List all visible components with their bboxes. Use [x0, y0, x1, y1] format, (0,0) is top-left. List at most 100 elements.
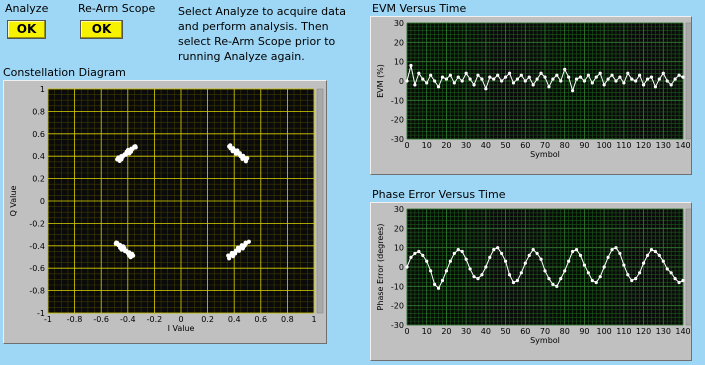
y-tick-label: 0.4 — [32, 152, 45, 161]
series-point — [567, 75, 571, 79]
series-point — [500, 79, 504, 83]
series-point — [452, 81, 456, 85]
series-point — [515, 278, 519, 283]
y-tick-label: -0.2 — [29, 219, 45, 228]
series-point — [500, 251, 504, 256]
series-point — [610, 73, 614, 77]
series-point — [468, 77, 472, 81]
series-point — [436, 85, 441, 89]
series-point — [405, 79, 409, 83]
series-point — [511, 81, 516, 85]
x-tick-label: -1 — [44, 315, 52, 324]
series-point — [492, 77, 496, 81]
series-point — [444, 77, 449, 81]
series-point — [488, 75, 492, 79]
series-point — [571, 89, 575, 93]
series-point — [425, 259, 429, 263]
series-point — [563, 269, 567, 273]
series-point — [440, 278, 445, 283]
series-point — [433, 79, 437, 83]
x-tick-label: 20 — [441, 141, 451, 150]
series-point — [641, 83, 646, 87]
x-tick-label: 130 — [656, 327, 671, 336]
x-tick-label: 60 — [520, 141, 530, 150]
series-point — [417, 249, 421, 254]
series-point — [590, 278, 594, 283]
y-tick-label: -1 — [37, 309, 45, 318]
series-point — [535, 251, 539, 256]
x-tick-label: 80 — [560, 327, 570, 336]
x-tick-label: 80 — [560, 141, 570, 150]
x-tick-label: 120 — [636, 327, 651, 336]
constellation-point — [230, 149, 235, 154]
x-axis-label: Symbol — [530, 336, 560, 345]
series-point — [551, 77, 555, 81]
x-tick-label: -0.6 — [93, 315, 109, 324]
series-point — [413, 251, 417, 256]
series-point — [626, 273, 630, 277]
rearm-scope-ok-button[interactable]: OK — [80, 20, 123, 39]
series-point — [452, 251, 456, 256]
series-point — [582, 79, 587, 83]
series-point — [496, 246, 500, 250]
series-point — [606, 255, 610, 259]
series-point — [677, 280, 681, 285]
series-point — [472, 275, 476, 279]
series-point — [594, 280, 598, 285]
constellation-point — [244, 157, 249, 163]
y-tick-label: 0.6 — [32, 130, 45, 139]
series-point — [645, 77, 650, 81]
series-point — [638, 271, 642, 275]
series-point — [503, 75, 508, 79]
series-point — [405, 265, 409, 269]
series-point — [559, 79, 563, 83]
series-point — [413, 83, 417, 87]
constellation-plot-svg: -1 -0.8 -0.6 -0.4 -0.2 0 0.2 0.4 0.6 0.8 1 1 0.8 0.6 0… — [9, 85, 324, 333]
x-tick-label: 0 — [178, 315, 183, 324]
y-tick-label: 0.2 — [32, 175, 45, 184]
y-tick-label: 30 — [394, 205, 404, 214]
series-point — [681, 75, 685, 79]
instruction-line: Select Analyze to acquire data — [178, 5, 346, 18]
x-tick-label: -0.8 — [67, 315, 83, 324]
y-tick-label: -0.8 — [29, 287, 45, 296]
series-point — [645, 253, 650, 257]
x-tick-label: 60 — [520, 327, 530, 336]
y-tick-label: 0 — [399, 77, 404, 86]
x-tick-label: -0.2 — [147, 315, 163, 324]
series-point — [511, 280, 516, 285]
series-point — [571, 249, 575, 254]
series-point — [614, 246, 618, 250]
x-tick-label: 20 — [441, 327, 451, 336]
series-point — [484, 87, 488, 91]
series-point — [563, 67, 567, 71]
series-point — [456, 75, 460, 79]
series-point — [598, 71, 602, 75]
plot-scroll-edge — [685, 208, 691, 326]
x-tick-label: 140 — [675, 141, 690, 150]
series-point — [472, 83, 476, 87]
y-tick-label: -30 — [391, 321, 404, 330]
series-point — [433, 282, 437, 286]
series-point — [523, 79, 527, 83]
series-point — [673, 77, 677, 81]
series-point — [551, 282, 555, 286]
series-point — [519, 271, 523, 275]
x-tick-label: 10 — [422, 141, 432, 150]
constellation-point — [123, 248, 128, 253]
x-tick-label: -0.4 — [120, 315, 136, 324]
series-point — [669, 271, 673, 275]
series-point — [496, 73, 500, 77]
phase-plot-svg: 0 10 20 30 40 50 60 70 80 90 100 110 120 130 140302010… — [376, 205, 691, 345]
y-tick-label: 10 — [394, 58, 404, 67]
series-point — [476, 277, 480, 281]
y-tick-label: -20 — [391, 116, 404, 125]
analyze-ok-button[interactable]: OK — [7, 20, 46, 39]
y-tick-label: -0.4 — [29, 242, 45, 251]
series-point — [649, 248, 654, 252]
series-point — [638, 73, 642, 77]
series-point — [417, 71, 421, 75]
analyze-label: Analyze — [5, 2, 49, 15]
x-axis-label: I Value — [168, 324, 195, 333]
series-point — [602, 265, 606, 269]
